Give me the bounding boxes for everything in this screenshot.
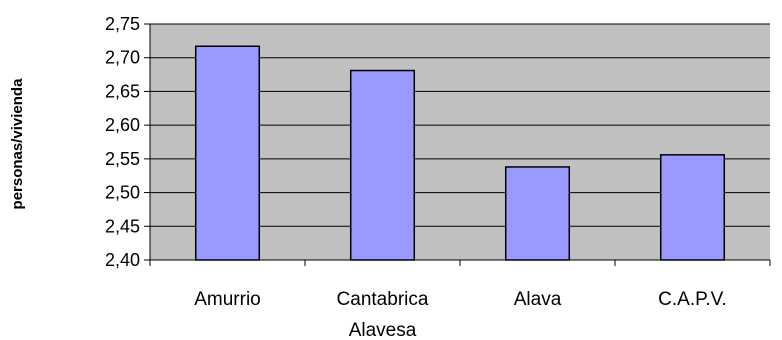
- y-tick-label: 2,40: [105, 250, 140, 270]
- y-tick-label: 2,60: [105, 115, 140, 135]
- x-tick-label: Amurrio: [194, 289, 261, 310]
- y-axis-label: personas/vivienda: [9, 78, 26, 210]
- y-tick-label: 2,65: [105, 81, 140, 101]
- x-tick-label: Cantabrica Alavesa: [337, 289, 429, 340]
- bar: [504, 166, 571, 261]
- x-tick-label: C.A.P.V.: [658, 289, 727, 310]
- y-tick-label: 2,70: [105, 48, 140, 68]
- bar: [659, 154, 726, 261]
- y-tick-label: 2,45: [105, 216, 140, 236]
- bar: [194, 45, 261, 261]
- bar: [349, 69, 416, 261]
- y-tick-label: 2,55: [105, 149, 140, 169]
- y-tick-label: 2,50: [105, 183, 140, 203]
- y-tick-label: 2,75: [105, 14, 140, 34]
- x-tick-label: Alava: [514, 289, 562, 310]
